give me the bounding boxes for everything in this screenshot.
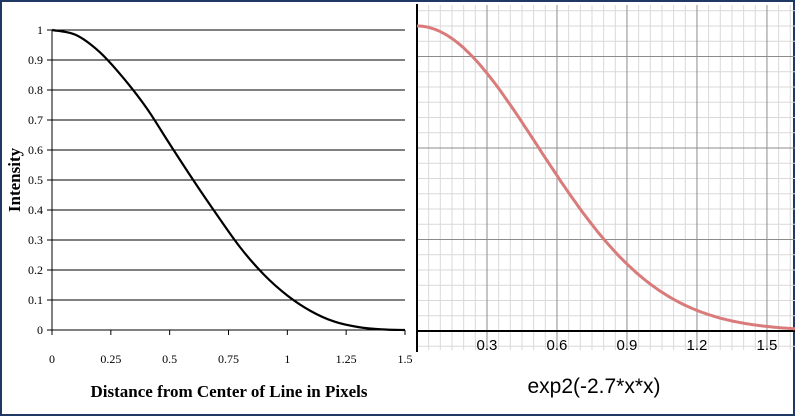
right-series	[417, 24, 795, 331]
left-y-tick-label: 0.2	[28, 263, 43, 277]
right-x-tick-label: 1.5	[757, 337, 778, 354]
left-y-tick-label: 0.1	[28, 293, 43, 307]
left-series-line	[51, 28, 406, 332]
right-tick-labels: 0.3 0.6 0.9 1.2 1.5	[477, 337, 778, 354]
left-y-tick-label: 0.9	[28, 53, 43, 67]
left-x-tick-label: 1.25	[336, 352, 357, 366]
left-y-axis-label: Intensity	[5, 147, 24, 212]
left-x-tick-label: 1.5	[398, 352, 413, 366]
right-x-tick-label: 0.6	[547, 337, 568, 354]
right-axes	[416, 4, 795, 352]
left-y-tick-label: 1	[37, 23, 43, 37]
left-axes	[47, 29, 406, 335]
right-gridlines	[417, 5, 795, 350]
left-chart: 0 0.1 0.2 0.3 0.4 0.5 0.6 0.7 0.8 0.9 1 0 0.25 0.5 0.7…	[5, 23, 413, 401]
left-series	[51, 28, 406, 332]
left-y-tick-label: 0.4	[28, 203, 43, 217]
left-x-tick-label: 0.75	[218, 352, 239, 366]
left-y-tick-label: 0.6	[28, 143, 43, 157]
left-y-tick-label: 0.5	[28, 173, 43, 187]
left-tick-labels: 0 0.1 0.2 0.3 0.4 0.5 0.6 0.7 0.8 0.9 1 0 0.25 0.5 0.7…	[28, 23, 413, 366]
left-x-axis-label: Distance from Center of Line in Pixels	[91, 382, 368, 401]
right-chart-caption: exp2(-2.7*x*x)	[527, 375, 660, 398]
left-x-tick-label: 0.5	[162, 352, 177, 366]
left-x-tick-label: 1	[284, 352, 290, 366]
right-x-tick-label: 0.3	[477, 337, 498, 354]
right-chart: 0.3 0.6 0.9 1.2 1.5 exp2(-2.7*x*x)	[416, 4, 795, 398]
right-series-line	[417, 24, 795, 331]
left-y-tick-label: 0.8	[28, 83, 43, 97]
right-x-tick-label: 0.9	[617, 337, 638, 354]
right-x-tick-label: 1.2	[687, 337, 708, 354]
left-x-tick-label: 0	[49, 352, 55, 366]
left-gridlines	[52, 29, 405, 301]
left-x-tick-label: 0.25	[100, 352, 121, 366]
left-y-tick-label: 0.7	[28, 113, 43, 127]
left-y-tick-label: 0.3	[28, 233, 43, 247]
left-y-tick-label: 0	[37, 323, 43, 337]
